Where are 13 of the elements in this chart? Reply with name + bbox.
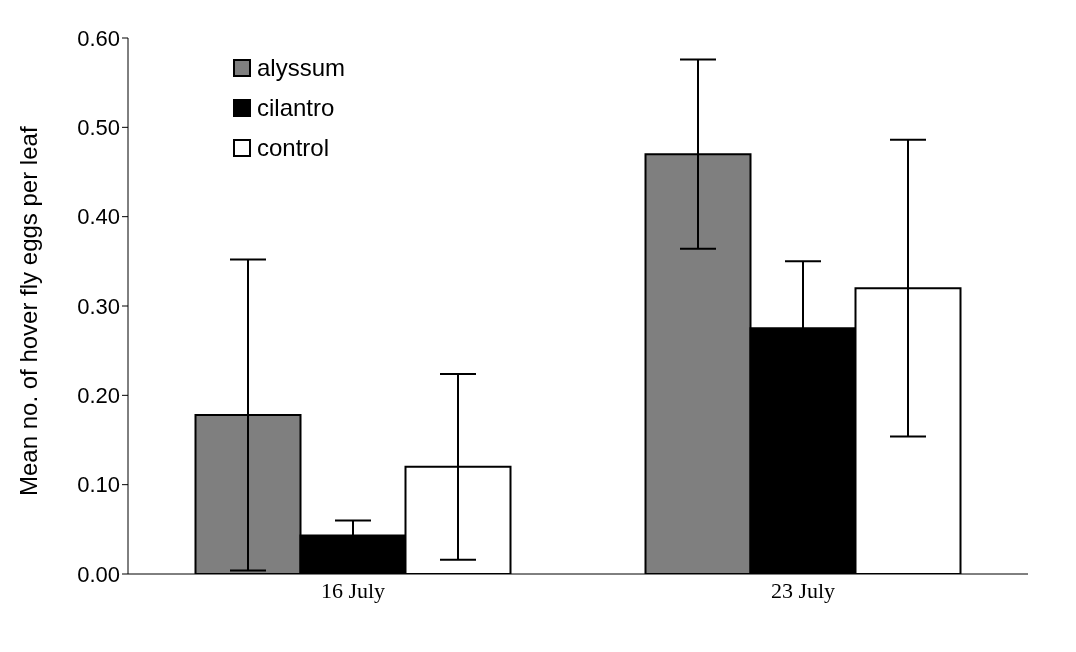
y-tick-label: 0.20 xyxy=(77,383,120,409)
x-tick-label: 23 July xyxy=(770,577,836,603)
y-tick-label: 0.00 xyxy=(77,561,120,587)
legend-label: alyssum xyxy=(257,54,346,82)
y-tick-label: 0.40 xyxy=(77,204,120,230)
legend-label: cilantro xyxy=(257,94,335,122)
x-tick-label: 16 July xyxy=(320,577,386,603)
legend-label: control xyxy=(257,134,330,162)
y-tick-label: 0.50 xyxy=(77,115,120,141)
y-axis-title: Mean no. of hover fly eggs per leaf xyxy=(14,126,42,496)
y-tick-label: 0.60 xyxy=(77,25,120,51)
y-tick-label: 0.10 xyxy=(77,472,120,498)
y-tick-label: 0.30 xyxy=(77,293,120,319)
